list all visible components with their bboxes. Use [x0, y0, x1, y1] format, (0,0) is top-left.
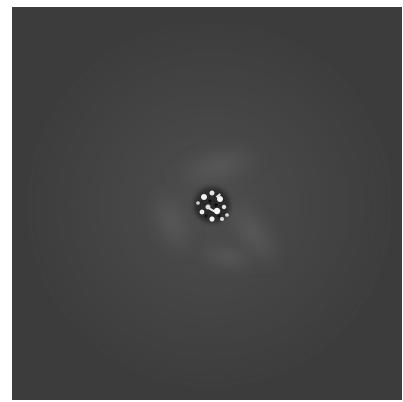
micrograph-frame [12, 7, 402, 400]
lobe-top [168, 142, 266, 192]
lobe-left [147, 185, 197, 259]
lobe-bottom [195, 241, 259, 273]
ring-pattern [29, 24, 391, 386]
lobe-right [220, 193, 284, 271]
core-cluster [194, 187, 230, 223]
diffuse-lobes [147, 142, 284, 273]
micrograph-image [12, 7, 402, 400]
